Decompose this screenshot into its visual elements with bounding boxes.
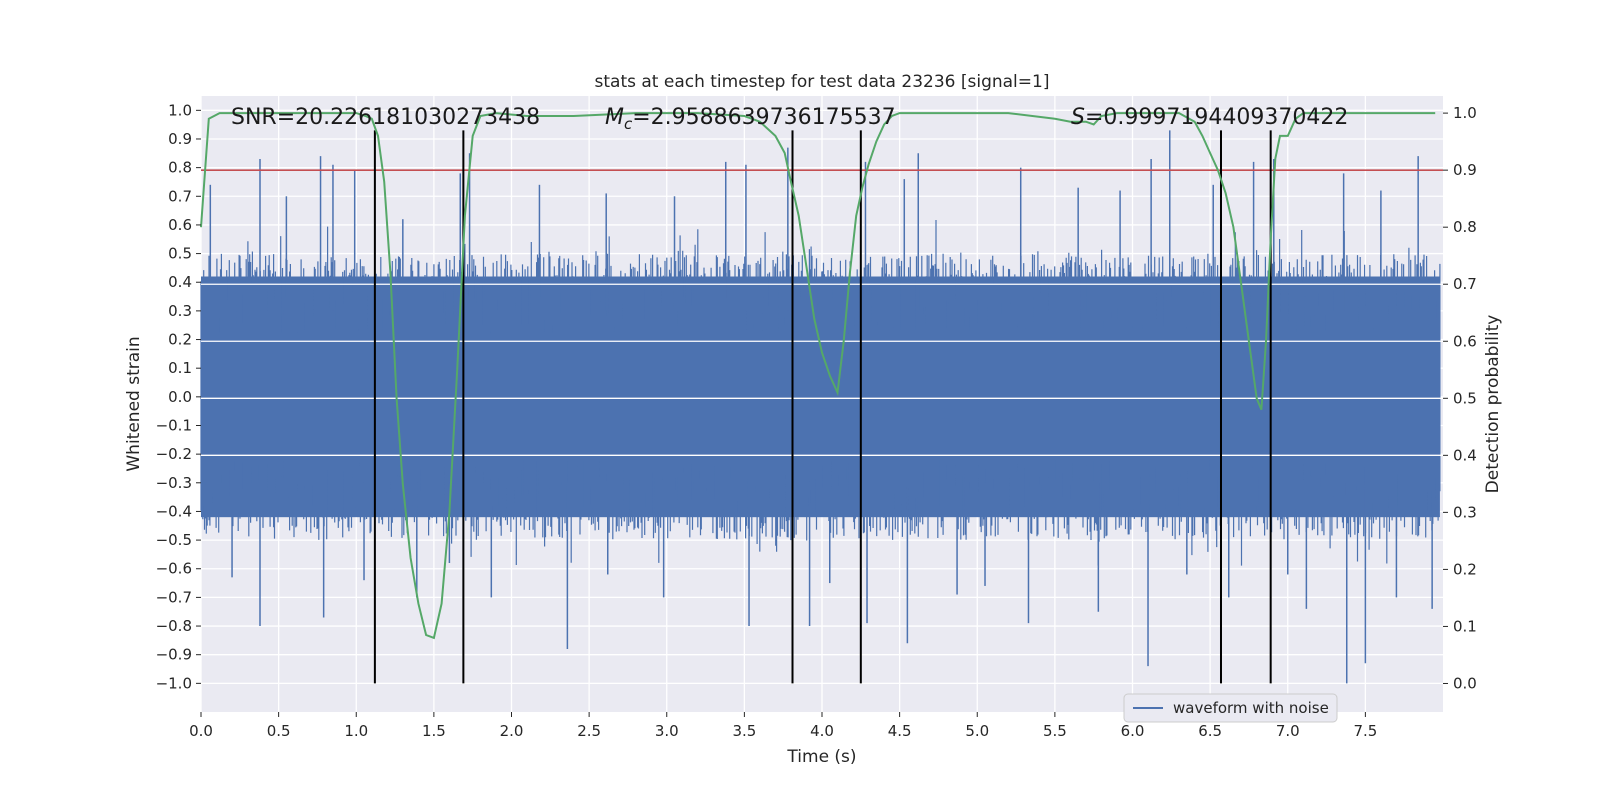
- y-left-tick-label: 0.3: [168, 302, 192, 320]
- y-right-tick-label: 0.2: [1453, 560, 1477, 578]
- mc-subscript: c: [624, 115, 633, 133]
- y-right-tick-label: 0.6: [1453, 332, 1477, 350]
- legend: waveform with noise: [1123, 693, 1338, 723]
- x-tick-label: 0.5: [267, 722, 291, 740]
- y-right-tick-label: 0.5: [1453, 389, 1477, 407]
- mc-value: =2.9588639736175537: [632, 105, 895, 130]
- waveform-noise: [200, 220, 1441, 566]
- y-right-tick-label: 0.3: [1453, 503, 1477, 521]
- y-left-tick-label: 0.2: [168, 331, 192, 349]
- y-left-tick-label: −0.4: [156, 502, 192, 520]
- legend-label: waveform with noise: [1173, 699, 1329, 717]
- x-tick-label: 5.0: [965, 722, 989, 740]
- left-y-axis-label: Whitened strain: [124, 336, 144, 471]
- vertical-marker-lines: [373, 130, 1272, 684]
- chirp-mass-annotation: Mc=2.9588639736175537: [605, 105, 896, 133]
- right-y-axis-label: Detection probability: [1483, 315, 1503, 494]
- y-left-tick-label: 1.0: [168, 101, 192, 119]
- x-axis-ticks: 0.0 0.5 1.0 1.5 2.0 2.5 3.0 3.5 4.0 4.5 5.0 5.5 6.0 6…: [189, 712, 1377, 740]
- x-tick-label: 1.0: [344, 722, 368, 740]
- y-right-tick-label: 0.8: [1453, 218, 1477, 236]
- y-left-tick-label: 0.1: [168, 359, 192, 377]
- s-symbol: S: [1071, 105, 1085, 130]
- y-left-tick-label: 0.7: [168, 187, 192, 205]
- y-right-tick-label: 0.0: [1453, 674, 1477, 692]
- right-y-axis-ticks: 1.0 0.9 0.8 0.7 0.6 0.5 0.4 0.3 0.2 0.1 0.0: [1443, 104, 1477, 692]
- y-left-tick-label: 0.0: [168, 388, 192, 406]
- y-left-tick-label: −0.5: [156, 531, 192, 549]
- left-y-axis-ticks: 1.0 0.9 0.8 0.7 0.6 0.5 0.4 0.3 0.2 0.1 0.0 −0.1 −0.…: [156, 101, 201, 692]
- y-right-tick-label: 0.7: [1453, 275, 1477, 293]
- y-left-tick-label: −1.0: [156, 674, 192, 692]
- x-tick-label: 3.5: [732, 722, 756, 740]
- probability-line: [200, 112, 1436, 640]
- s-annotation: S=0.9997194409370422: [1071, 105, 1348, 130]
- y-right-tick-label: 0.1: [1453, 617, 1477, 635]
- x-tick-label: 7.5: [1353, 722, 1377, 740]
- y-left-tick-label: −0.3: [156, 474, 192, 492]
- y-right-tick-label: 0.9: [1453, 161, 1477, 179]
- waveform-series: [200, 130, 1443, 684]
- s-value: =0.9997194409370422: [1085, 105, 1348, 130]
- x-tick-label: 1.5: [422, 722, 446, 740]
- y-left-tick-label: −0.8: [156, 617, 192, 635]
- y-left-tick-label: 0.6: [168, 216, 192, 234]
- annotations: SNR=20.226181030273438 Mc=2.958863973617…: [231, 105, 1348, 133]
- y-left-tick-label: 0.8: [168, 159, 192, 177]
- x-tick-label: 2.0: [500, 722, 524, 740]
- x-tick-label: 4.5: [888, 722, 912, 740]
- y-left-tick-label: −0.9: [156, 646, 192, 664]
- snr-annotation: SNR=20.226181030273438: [231, 105, 540, 130]
- x-axis-label: Time (s): [786, 747, 856, 767]
- x-tick-label: 2.5: [577, 722, 601, 740]
- x-tick-label: 5.5: [1043, 722, 1067, 740]
- x-tick-label: 0.0: [189, 722, 213, 740]
- y-right-tick-label: 1.0: [1453, 104, 1477, 122]
- legend-box: [1123, 693, 1338, 723]
- x-tick-label: 6.5: [1198, 722, 1222, 740]
- y-left-tick-label: 0.4: [168, 273, 192, 291]
- y-left-tick-label: −0.1: [156, 416, 192, 434]
- y-right-tick-label: 0.4: [1453, 446, 1477, 464]
- y-left-tick-label: −0.6: [156, 560, 192, 578]
- chart-title: stats at each timestep for test data 232…: [595, 72, 1050, 92]
- x-tick-label: 7.0: [1276, 722, 1300, 740]
- y-left-tick-label: −0.2: [156, 445, 192, 463]
- y-left-tick-label: −0.7: [156, 588, 192, 606]
- mc-symbol: M: [605, 105, 624, 130]
- x-tick-label: 4.0: [810, 722, 834, 740]
- x-tick-label: 3.0: [655, 722, 679, 740]
- y-left-tick-label: 0.5: [168, 245, 192, 263]
- y-left-tick-label: 0.9: [168, 130, 192, 148]
- x-tick-label: 6.0: [1121, 722, 1145, 740]
- probability-series: [200, 112, 1436, 640]
